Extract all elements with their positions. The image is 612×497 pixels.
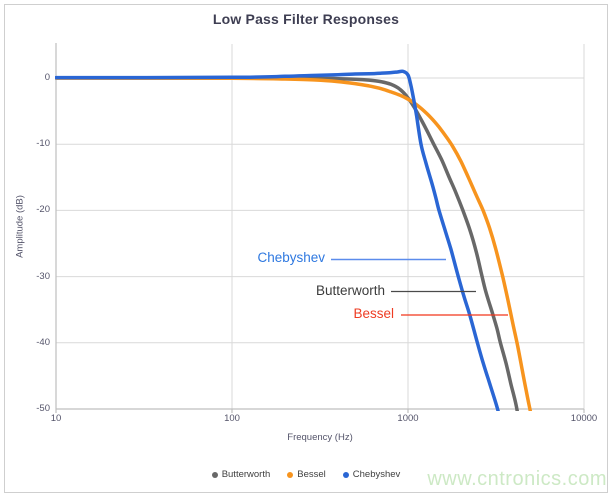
y-tick-label: 0	[44, 72, 50, 83]
annotation-bessel: Bessel	[353, 306, 394, 321]
y-tick-label: -50	[36, 403, 50, 414]
watermark: www.cntronics.com	[427, 468, 607, 490]
x-tick-label: 10	[50, 413, 62, 424]
legend-item-butterworth: Butterworth	[211, 469, 271, 480]
x-tick-label: 1000	[397, 413, 419, 424]
x-tick-label: 100	[224, 413, 240, 424]
butterworth-marker-icon	[211, 471, 218, 478]
y-axis-title: Amplitude (dB)	[14, 195, 26, 258]
x-axis-title: Frequency (Hz)	[287, 432, 353, 443]
series-bessel	[55, 76, 533, 411]
legend-item-chebyshev: Chebyshev	[342, 469, 401, 480]
legend: Butterworth Bessel Chebyshev	[0, 469, 612, 480]
x-tick-label: 10000	[570, 413, 598, 424]
bessel-marker-icon	[287, 471, 294, 478]
series-butterworth	[55, 76, 520, 411]
annotation-chebyshev: Chebyshev	[257, 250, 325, 265]
chart-title: Low Pass Filter Responses	[212, 11, 400, 27]
annotation-lines	[331, 258, 508, 316]
series-chebyshev	[55, 69, 500, 411]
y-tick-label: -30	[36, 271, 50, 282]
y-tick-label: -10	[36, 138, 50, 149]
legend-label: Butterworth	[221, 469, 271, 480]
annotation-butterworth: Butterworth	[315, 283, 385, 298]
chebyshev-marker-icon	[342, 471, 349, 478]
legend-label: Bessel	[297, 469, 326, 480]
data-series	[55, 69, 533, 411]
y-tick-label: -20	[36, 204, 50, 215]
legend-label: Chebyshev	[352, 469, 401, 480]
y-tick-label: -40	[36, 337, 50, 348]
legend-item-bessel: Bessel	[287, 469, 326, 480]
